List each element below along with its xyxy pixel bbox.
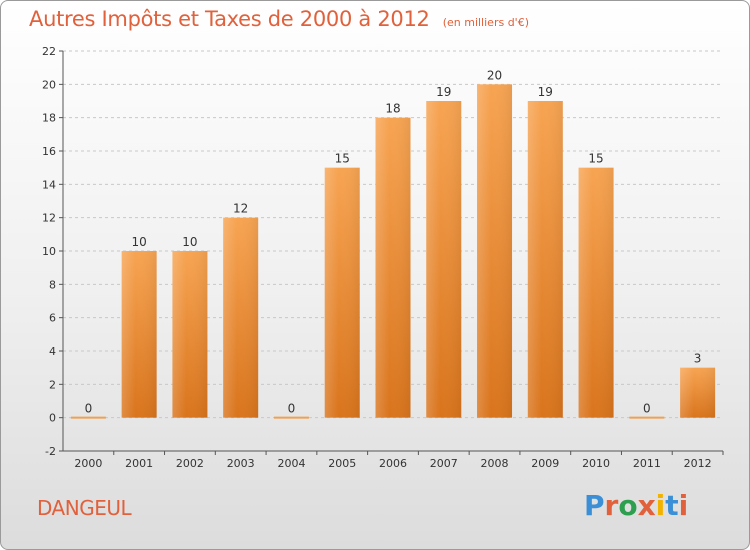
proxiti-logo[interactable]: Proxiti <box>584 489 688 522</box>
bars <box>70 84 716 419</box>
data-label: 15 <box>335 152 350 166</box>
bar-shine <box>680 367 716 418</box>
y-tick-label: -2 <box>45 445 56 458</box>
y-tick-label: 2 <box>49 378 56 391</box>
x-tick-label: 2010 <box>582 457 610 470</box>
x-tick-label: 2012 <box>684 457 712 470</box>
logo-letter: P <box>584 489 605 522</box>
logo-letter: r <box>604 489 619 522</box>
logo-letter: i <box>678 489 689 522</box>
y-tick-label: 0 <box>49 412 56 425</box>
bar-shine <box>578 167 614 418</box>
data-label: 0 <box>288 402 296 416</box>
x-tick-label: 2004 <box>277 457 305 470</box>
x-tick-label: 2011 <box>633 457 661 470</box>
data-label: 15 <box>588 152 603 166</box>
data-labels: 0 10 10 12 0 15 18 19 20 19 15 0 3 <box>85 68 702 415</box>
y-tick-label: 22 <box>42 45 56 58</box>
bar-shine <box>324 167 360 418</box>
data-label: 10 <box>132 235 147 249</box>
y-tick-label: 12 <box>42 212 56 225</box>
x-tick-label: 2007 <box>430 457 458 470</box>
y-tick-label: 10 <box>42 245 56 258</box>
y-tick-label: 16 <box>42 145 56 158</box>
y-tick-label: 20 <box>42 78 56 91</box>
bar-shine <box>426 101 462 418</box>
logo-letter: o <box>618 489 638 522</box>
data-label: 0 <box>85 402 93 416</box>
logo-letter: i <box>655 489 666 522</box>
bar-shine <box>121 251 157 418</box>
title-block: Autres Impôts et Taxes de 2000 à 2012 (e… <box>29 7 529 31</box>
x-tick-label: 2005 <box>328 457 356 470</box>
place-name: DANGEUL <box>37 496 132 520</box>
logo-letter: t <box>665 489 679 522</box>
data-label: 19 <box>436 85 451 99</box>
chart-subtitle: (en milliers d'€) <box>442 16 529 29</box>
bar-shine <box>223 217 259 418</box>
x-tick-label: 2000 <box>74 457 102 470</box>
data-label: 20 <box>487 68 502 82</box>
x-tick-label: 2003 <box>227 457 255 470</box>
y-tick-label: 6 <box>49 312 56 325</box>
data-label: 12 <box>233 202 248 216</box>
data-label: 18 <box>385 102 400 116</box>
y-tick-label: 18 <box>42 112 56 125</box>
bar-shine <box>477 84 513 418</box>
y-tick-label: 4 <box>49 345 56 358</box>
x-tick-label: 2002 <box>176 457 204 470</box>
x-tick-label: 2006 <box>379 457 407 470</box>
x-tick-label: 2001 <box>125 457 153 470</box>
x-tick-label: 2008 <box>481 457 509 470</box>
bar-shine <box>172 251 208 418</box>
data-label: 19 <box>538 85 553 99</box>
y-tick-label: 8 <box>49 278 56 291</box>
logo-letter: x <box>637 489 656 522</box>
bar-shine <box>527 101 563 418</box>
chart-title: Autres Impôts et Taxes de 2000 à 2012 <box>29 7 430 31</box>
data-label: 3 <box>694 352 702 366</box>
bar-shine <box>375 117 411 418</box>
data-label: 10 <box>182 235 197 249</box>
x-tick-label: 2009 <box>531 457 559 470</box>
y-tick-label: 14 <box>42 178 56 191</box>
data-label: 0 <box>643 402 651 416</box>
